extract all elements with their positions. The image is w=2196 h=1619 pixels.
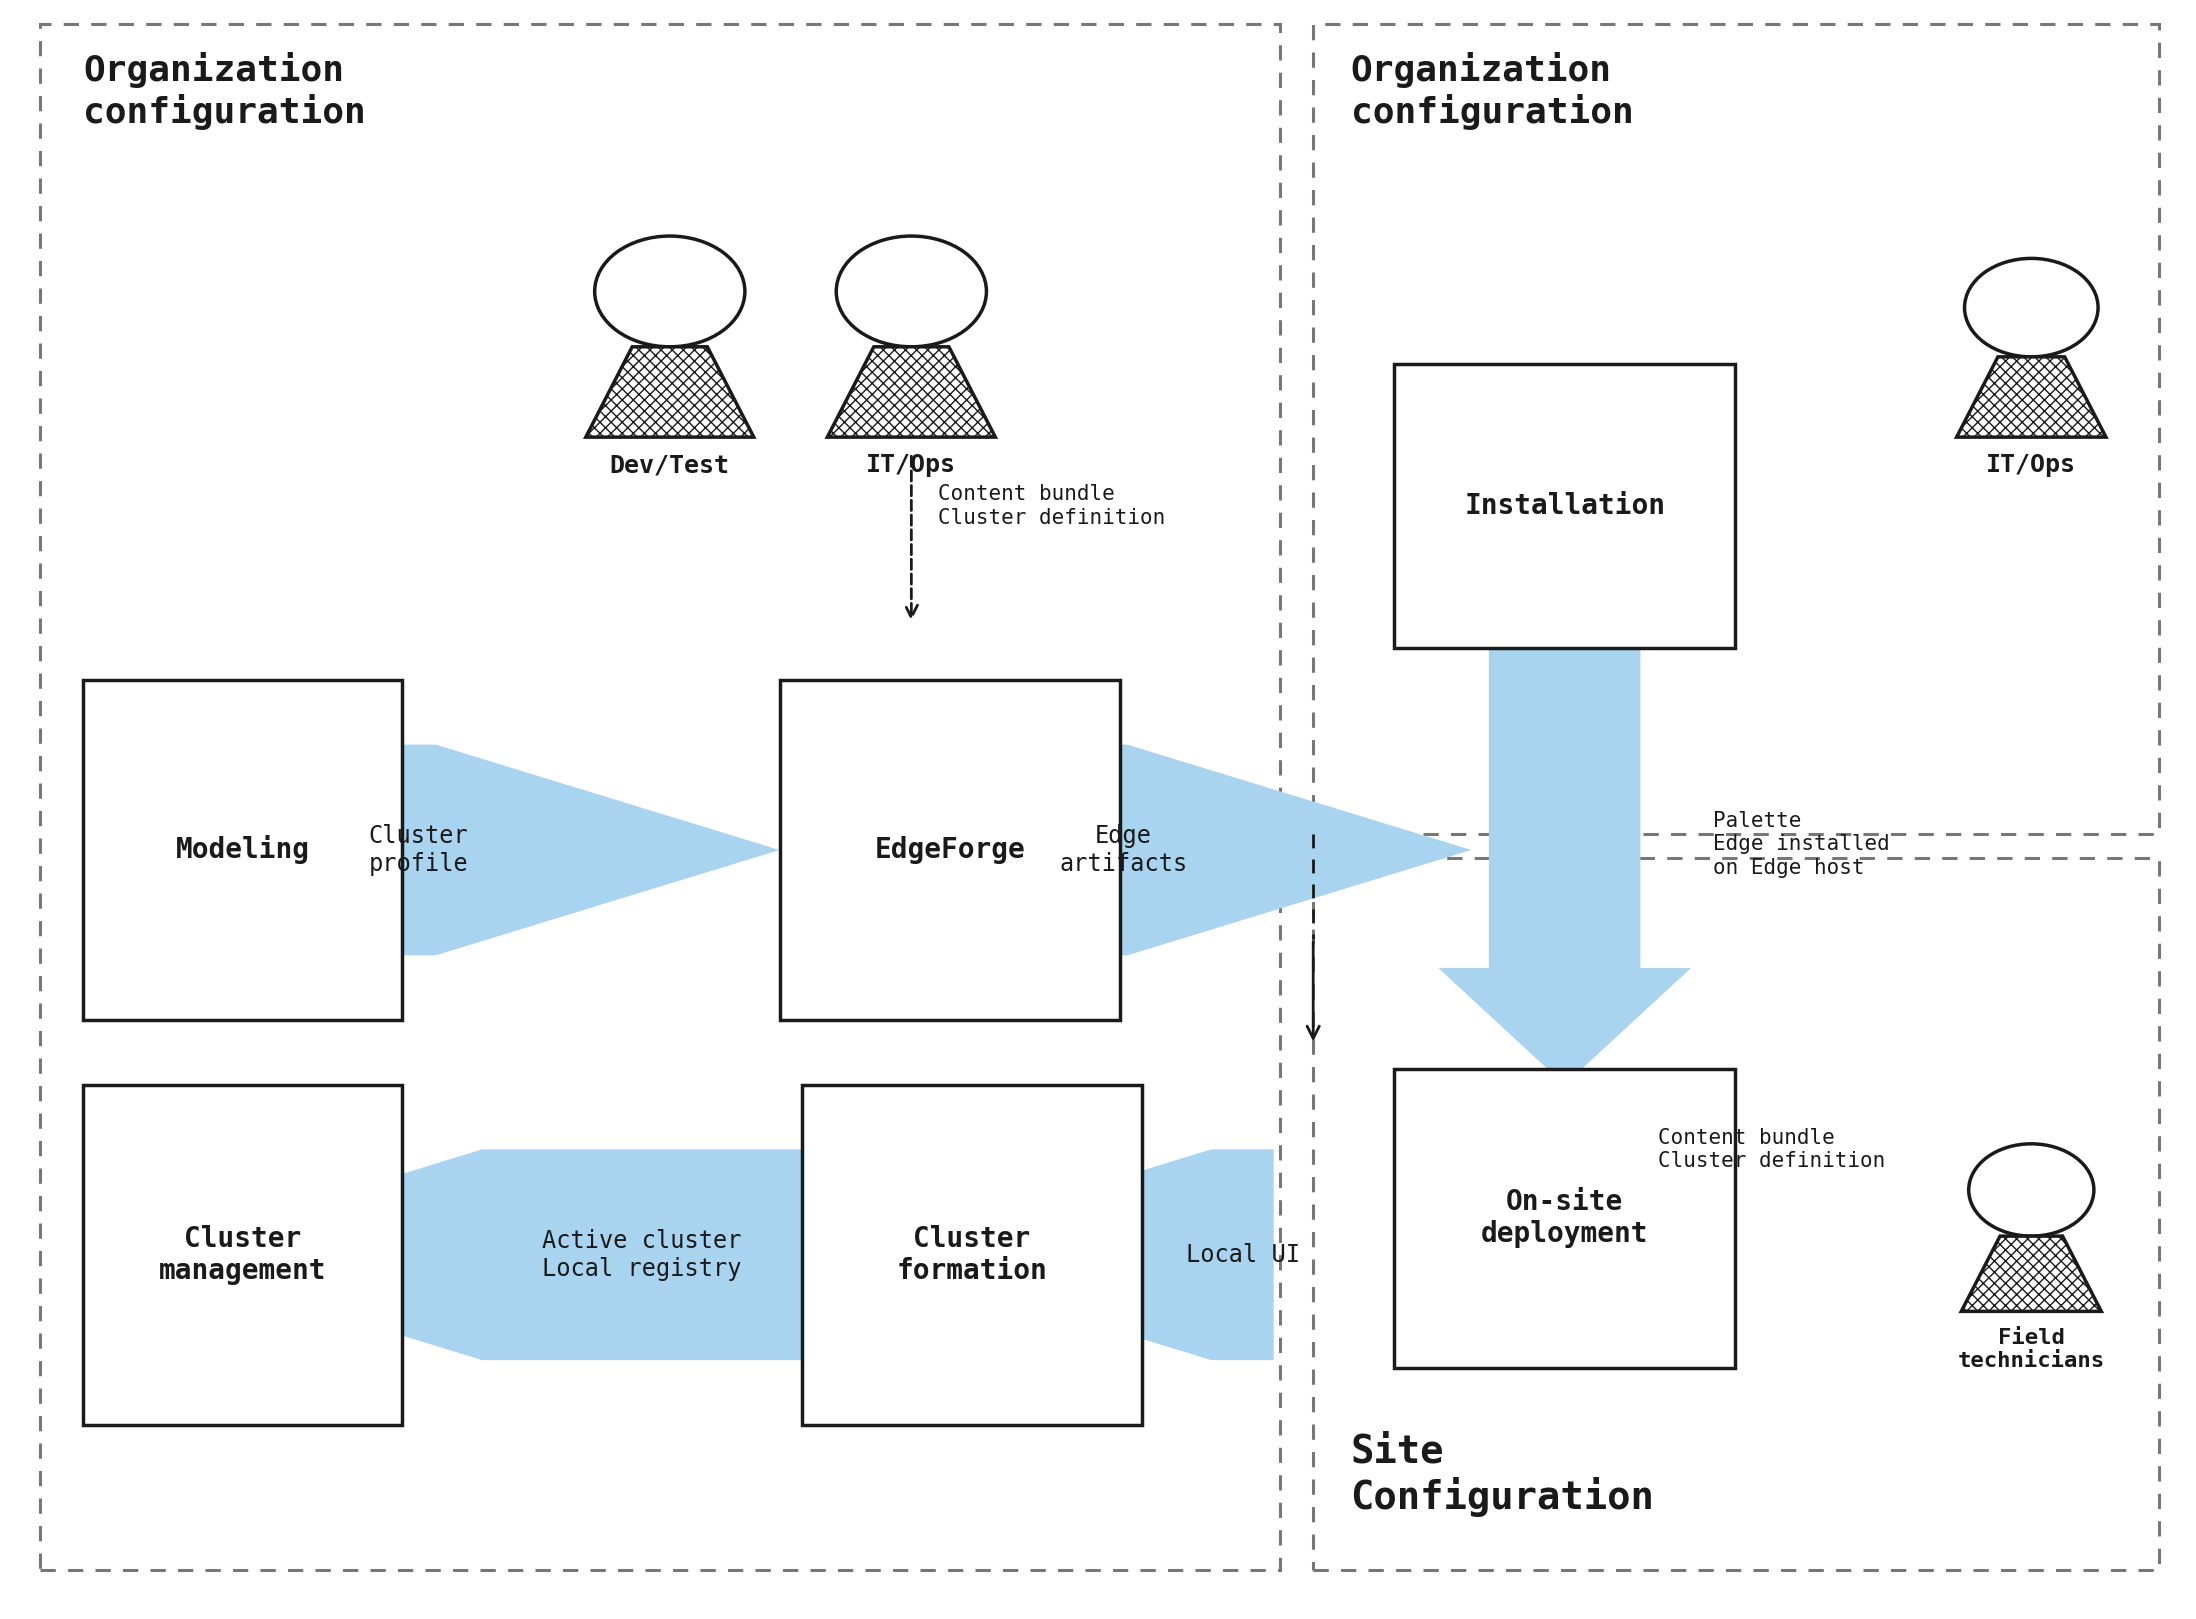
Polygon shape: [586, 346, 753, 437]
Text: Cluster
management: Cluster management: [158, 1224, 327, 1285]
Polygon shape: [402, 745, 780, 955]
Text: Content bundle
Cluster definition: Content bundle Cluster definition: [1658, 1128, 1884, 1171]
Text: Dev/Test: Dev/Test: [610, 453, 729, 478]
Bar: [40, 24, 1280, 1570]
Text: Cluster
profile: Cluster profile: [369, 824, 468, 876]
Polygon shape: [828, 346, 995, 437]
Text: Modeling: Modeling: [176, 835, 310, 865]
Text: Edge
artifacts: Edge artifacts: [1058, 824, 1188, 876]
Text: IT/Ops: IT/Ops: [1987, 453, 2075, 478]
Bar: [780, 680, 1120, 1020]
Polygon shape: [1961, 1237, 2102, 1311]
Circle shape: [1968, 1143, 2095, 1237]
Bar: [1394, 1069, 1735, 1368]
Text: Content bundle
Cluster definition: Content bundle Cluster definition: [938, 484, 1164, 528]
Text: Palette
Edge installed
on Edge host: Palette Edge installed on Edge host: [1713, 811, 1889, 877]
Text: IT/Ops: IT/Ops: [867, 453, 955, 478]
Text: Site
Configuration: Site Configuration: [1351, 1433, 1654, 1517]
Text: EdgeForge: EdgeForge: [874, 835, 1026, 865]
Bar: [83, 680, 402, 1020]
Circle shape: [837, 236, 986, 346]
Text: Field
technicians: Field technicians: [1959, 1328, 2104, 1371]
Bar: [83, 1085, 402, 1425]
Text: Cluster
formation: Cluster formation: [896, 1224, 1047, 1285]
Polygon shape: [1120, 745, 1471, 955]
Text: Active cluster
Local registry: Active cluster Local registry: [542, 1229, 742, 1281]
Text: Organization
configuration: Organization configuration: [1351, 52, 1634, 130]
Bar: [802, 1085, 1142, 1425]
Bar: [1313, 858, 2159, 1570]
Bar: [1313, 24, 2159, 834]
Circle shape: [595, 236, 744, 346]
Polygon shape: [1957, 356, 2106, 437]
Polygon shape: [867, 1149, 1274, 1360]
Bar: [1394, 364, 1735, 648]
Text: Local UI: Local UI: [1186, 1243, 1300, 1266]
Polygon shape: [1438, 648, 1691, 1085]
Text: Installation: Installation: [1465, 492, 1665, 520]
Circle shape: [1965, 259, 2097, 356]
Text: Organization
configuration: Organization configuration: [83, 52, 367, 130]
Text: On-site
deployment: On-site deployment: [1480, 1188, 1649, 1248]
Polygon shape: [138, 1149, 802, 1360]
